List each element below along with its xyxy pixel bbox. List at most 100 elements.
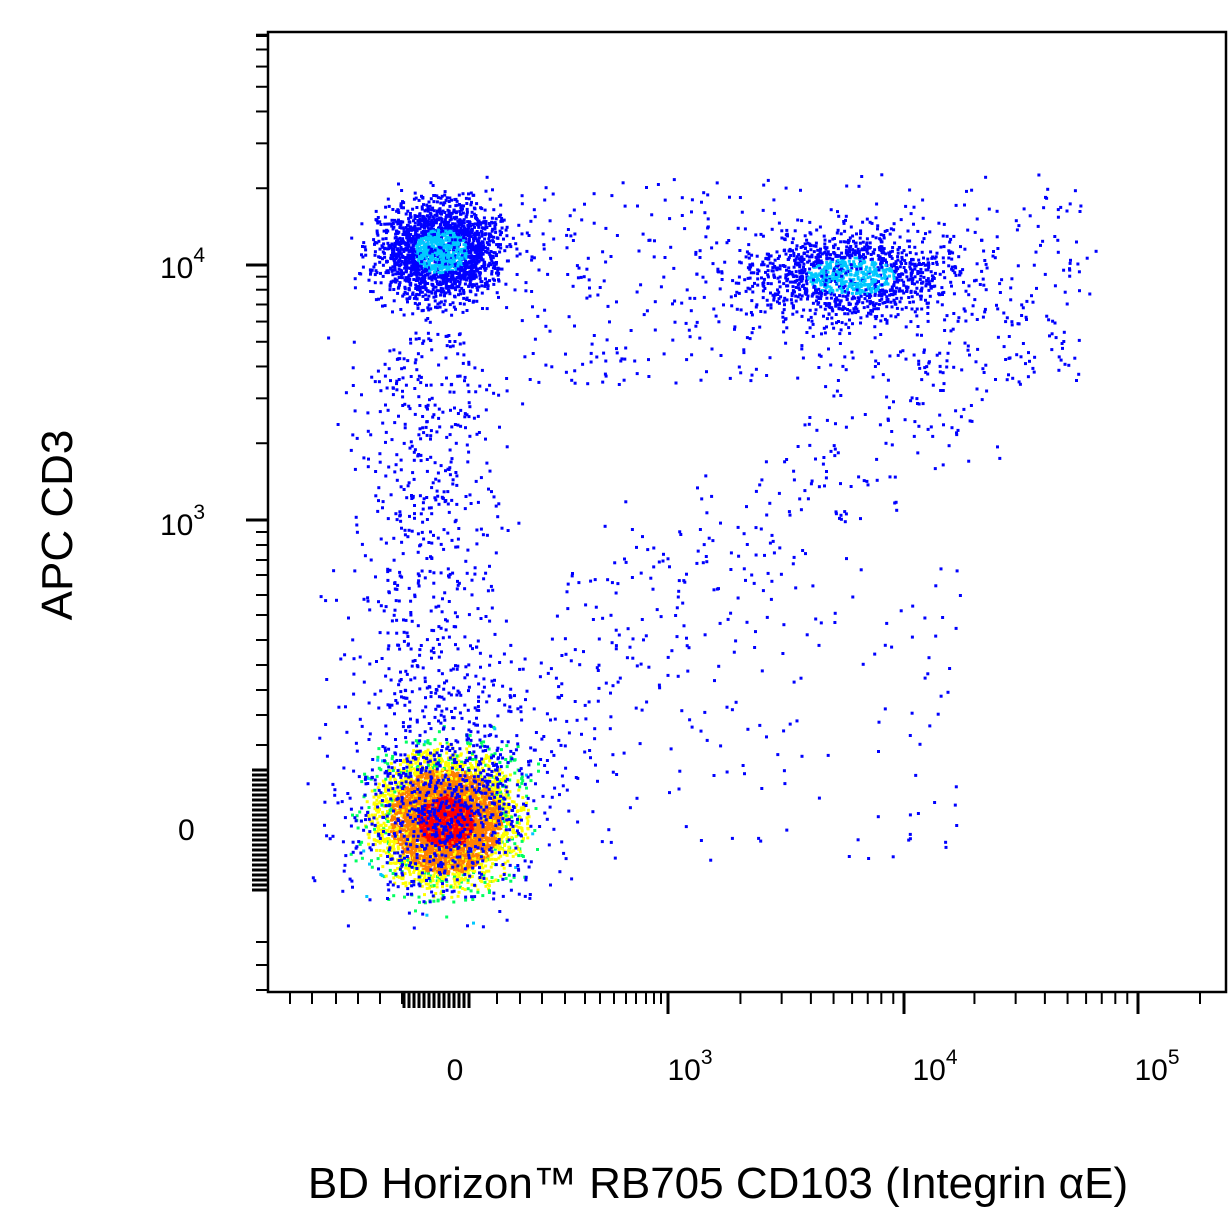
event-dot (399, 835, 403, 839)
event-dot (360, 856, 364, 860)
event-dot (412, 811, 415, 815)
event-dot (422, 743, 426, 747)
event-dot (430, 838, 434, 842)
event-dot (488, 844, 492, 848)
event-dot (466, 871, 470, 875)
event-dot (391, 872, 395, 875)
event-dot (490, 780, 494, 784)
event-dot (388, 769, 392, 773)
event-dot (438, 771, 442, 775)
event-dot (394, 840, 398, 843)
event-dot (459, 851, 463, 855)
event-dot (479, 833, 482, 837)
event-dot (502, 832, 506, 836)
event-dot (500, 748, 503, 752)
event-dot (478, 828, 482, 831)
event-dot (453, 882, 457, 886)
event-dot (430, 800, 434, 804)
event-dot (440, 785, 444, 789)
event-dot (473, 821, 477, 825)
event-dot (481, 820, 485, 824)
event-dot (393, 869, 397, 872)
event-dot (486, 825, 490, 829)
event-dot (504, 877, 508, 880)
event-dot (446, 864, 450, 868)
event-dot (434, 846, 438, 850)
event-dot (502, 820, 506, 824)
event-dot (459, 814, 463, 818)
event-dot (494, 815, 498, 819)
event-dot (450, 786, 454, 790)
event-dot (379, 873, 383, 876)
event-dot (414, 909, 417, 913)
event-dot (404, 863, 408, 867)
event-dot (453, 873, 457, 877)
event-dot (441, 877, 444, 881)
event-dot (484, 807, 488, 811)
event-dot (428, 844, 432, 848)
event-dot (522, 808, 526, 812)
event-dot (421, 797, 425, 801)
event-dot (403, 806, 407, 810)
event-dot (424, 771, 427, 775)
event-dot (476, 890, 480, 894)
event-dot (412, 758, 416, 761)
event-dot (459, 880, 463, 884)
event-dot (471, 758, 475, 761)
event-dot (406, 754, 410, 758)
event-dot (445, 783, 449, 787)
event-dot (392, 825, 395, 829)
event-dot (453, 864, 456, 868)
event-dot (517, 825, 521, 829)
event-dot (390, 854, 394, 858)
event-dot (508, 806, 512, 809)
event-dot (525, 816, 529, 820)
event-dot (457, 779, 461, 783)
event-dot (423, 857, 427, 861)
event-dot (482, 786, 486, 790)
event-dot (450, 814, 454, 818)
event-dot (461, 785, 465, 789)
event-dot (446, 818, 450, 822)
event-dot (400, 838, 404, 842)
event-dot (431, 761, 435, 765)
event-dot (431, 790, 435, 794)
event-dot (422, 789, 426, 793)
event-dot (413, 868, 416, 872)
event-dot (485, 787, 489, 791)
event-dot (484, 753, 488, 757)
event-dot (510, 850, 514, 854)
event-dot (414, 786, 417, 790)
event-dot (401, 792, 405, 796)
event-dot (490, 836, 494, 839)
event-dot (481, 831, 485, 834)
event-dot (441, 806, 445, 810)
event-dot (504, 793, 508, 797)
event-dot (389, 775, 393, 779)
event-dot (417, 774, 421, 778)
event-dot (473, 793, 477, 797)
event-dot (430, 816, 434, 820)
event-dot (517, 821, 521, 825)
event-dot (487, 785, 491, 789)
event-dot (469, 889, 473, 893)
event-dot (485, 838, 488, 842)
event-dot (447, 870, 451, 874)
event-dot (417, 776, 421, 780)
event-dot (460, 876, 464, 880)
event-dot (389, 849, 393, 853)
event-dot (462, 878, 465, 881)
event-dot (484, 796, 487, 800)
event-dot (451, 827, 455, 831)
event-dot (494, 787, 498, 791)
event-dot (487, 858, 491, 862)
event-dot (433, 840, 437, 844)
event-dot (417, 828, 421, 832)
event-dot (417, 870, 421, 874)
event-dot (458, 878, 462, 882)
event-dot (453, 862, 457, 866)
event-dot (520, 829, 524, 833)
event-dot (479, 782, 483, 786)
event-dot (506, 836, 510, 840)
event-dot (457, 890, 461, 894)
